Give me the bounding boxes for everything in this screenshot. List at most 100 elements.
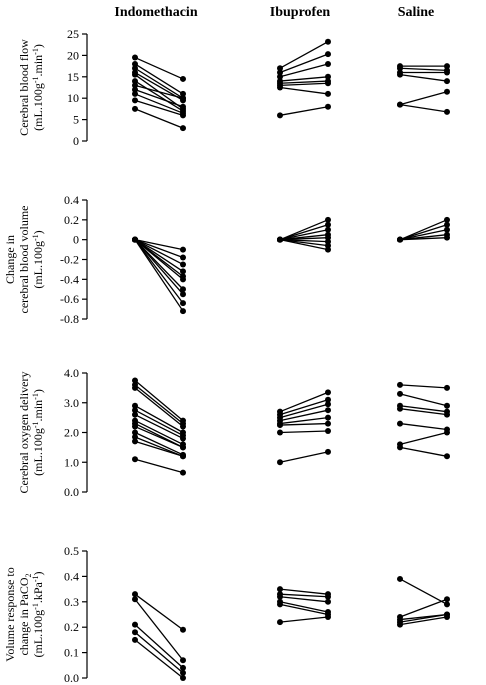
pair-line-ibuprofen xyxy=(279,229,329,241)
data-point-after-saline xyxy=(444,63,450,70)
y-axis-label-line: (mL.100g-1.kPa-1) xyxy=(31,571,45,657)
pair-line-ibuprofen xyxy=(279,80,329,84)
pair-line-indomethacin xyxy=(134,67,184,99)
data-point-before-indomethacin xyxy=(132,71,138,78)
data-point-after-saline xyxy=(444,411,450,418)
pair-line-saline xyxy=(399,393,448,407)
y-axis-label-line: (mL.100g-1.min-1) xyxy=(31,44,45,131)
pair-line-ibuprofen xyxy=(279,237,329,241)
panel-1: 0.4 0.2 0 -0.2 -0.4 -0.6 -0.8 Change in cerebral… xyxy=(3,193,450,326)
data-point-before-saline xyxy=(397,575,403,582)
pair-line-indomethacin xyxy=(134,387,184,428)
pair-line-saline xyxy=(399,408,448,416)
y-tick-label: 4.0 xyxy=(64,366,79,380)
pair-line-indomethacin xyxy=(134,639,184,679)
data-point-before-indomethacin xyxy=(132,97,138,104)
data-point-before-ibuprofen xyxy=(277,601,283,608)
data-point-after-indomethacin xyxy=(180,268,186,275)
pair-line-ibuprofen xyxy=(279,409,329,422)
pair-line-ibuprofen xyxy=(279,416,329,425)
data-point-after-indomethacin xyxy=(180,246,186,253)
pair-line-indomethacin xyxy=(134,239,184,266)
pair-line-ibuprofen xyxy=(279,616,329,623)
y-tick-label: 10 xyxy=(67,91,79,105)
pair-line-indomethacin xyxy=(134,458,184,474)
group-headers: Indomethacin Ibuprofen Saline xyxy=(114,5,434,20)
group-header-saline: Saline xyxy=(398,5,435,20)
y-tick-label: -0.2 xyxy=(60,253,79,267)
pair-line-indomethacin xyxy=(134,63,184,95)
data-point-after-ibuprofen xyxy=(325,389,331,396)
y-tick-label: 0.2 xyxy=(64,620,79,634)
y-tick-label: 15 xyxy=(67,70,79,84)
data-point-after-saline xyxy=(444,596,450,603)
data-point-after-indomethacin xyxy=(180,112,186,119)
data-point-before-indomethacin xyxy=(132,377,138,384)
data-point-after-indomethacin xyxy=(180,125,186,132)
data-point-before-indomethacin xyxy=(132,636,138,643)
pair-line-indomethacin xyxy=(134,431,184,456)
pair-line-saline xyxy=(399,237,448,241)
data-point-before-indomethacin xyxy=(132,438,138,445)
pair-line-indomethacin xyxy=(134,93,184,114)
data-point-before-saline xyxy=(397,420,403,427)
data-point-after-ibuprofen xyxy=(325,407,331,414)
data-point-before-indomethacin xyxy=(132,65,138,72)
pair-line-indomethacin xyxy=(134,56,184,80)
group-header-indomethacin: Indomethacin xyxy=(114,5,197,20)
y-tick-label: 0.1 xyxy=(64,646,79,660)
panel-2: 0.0 1.0 2.0 3.0 4.0 Cerebral oxygen delivery(… xyxy=(17,366,450,499)
data-point-before-saline xyxy=(397,444,403,451)
pair-line-ibuprofen xyxy=(279,82,329,87)
pair-line-ibuprofen xyxy=(279,41,329,69)
pair-line-ibuprofen xyxy=(279,593,329,598)
pair-line-indomethacin xyxy=(134,420,184,445)
pair-line-saline xyxy=(399,431,448,446)
pair-line-saline xyxy=(399,219,448,241)
pair-line-indomethacin xyxy=(134,239,184,304)
pair-line-indomethacin xyxy=(134,436,184,457)
y-axis-label-line: Cerebral oxygen delivery xyxy=(17,372,31,494)
data-point-after-indomethacin xyxy=(180,286,186,293)
y-tick-label: -0.6 xyxy=(60,292,79,306)
data-point-after-indomethacin xyxy=(180,103,186,110)
pair-line-indomethacin xyxy=(134,414,184,440)
data-point-before-indomethacin xyxy=(132,236,138,243)
data-point-after-saline xyxy=(444,429,450,436)
data-point-after-ibuprofen xyxy=(325,60,331,67)
data-point-after-saline xyxy=(444,108,450,115)
pair-line-indomethacin xyxy=(134,239,184,312)
pair-line-saline xyxy=(399,224,448,241)
data-point-before-indomethacin xyxy=(132,621,138,628)
data-point-before-saline xyxy=(397,236,403,243)
data-point-after-indomethacin xyxy=(180,95,186,102)
data-point-after-saline xyxy=(444,226,450,233)
data-point-after-indomethacin xyxy=(180,254,186,261)
data-point-after-ibuprofen xyxy=(325,614,331,621)
pair-line-indomethacin xyxy=(134,379,184,422)
data-point-after-indomethacin xyxy=(180,435,186,442)
data-point-after-ibuprofen xyxy=(325,401,331,408)
pair-line-indomethacin xyxy=(134,598,184,661)
pair-line-ibuprofen xyxy=(279,239,329,243)
data-point-before-saline xyxy=(397,381,403,388)
data-point-before-ibuprofen xyxy=(277,619,283,626)
data-point-after-indomethacin xyxy=(180,308,186,315)
pair-line-saline xyxy=(399,74,448,82)
data-point-after-indomethacin xyxy=(180,453,186,460)
data-point-before-indomethacin xyxy=(132,456,138,463)
group-header-ibuprofen: Ibuprofen xyxy=(270,5,331,20)
data-point-after-indomethacin xyxy=(180,664,186,671)
pair-line-indomethacin xyxy=(134,239,184,295)
data-point-after-ibuprofen xyxy=(325,396,331,403)
pair-line-ibuprofen xyxy=(279,603,329,616)
y-tick-label: -0.8 xyxy=(60,312,79,326)
data-point-after-ibuprofen xyxy=(325,414,331,421)
data-point-after-saline xyxy=(444,453,450,460)
data-point-after-ibuprofen xyxy=(325,593,331,600)
data-point-after-indomethacin xyxy=(180,626,186,633)
data-point-after-ibuprofen xyxy=(325,216,331,223)
data-point-after-ibuprofen xyxy=(325,38,331,45)
pair-line-indomethacin xyxy=(134,384,184,425)
y-axis-label-line: Volume response to xyxy=(3,567,17,661)
